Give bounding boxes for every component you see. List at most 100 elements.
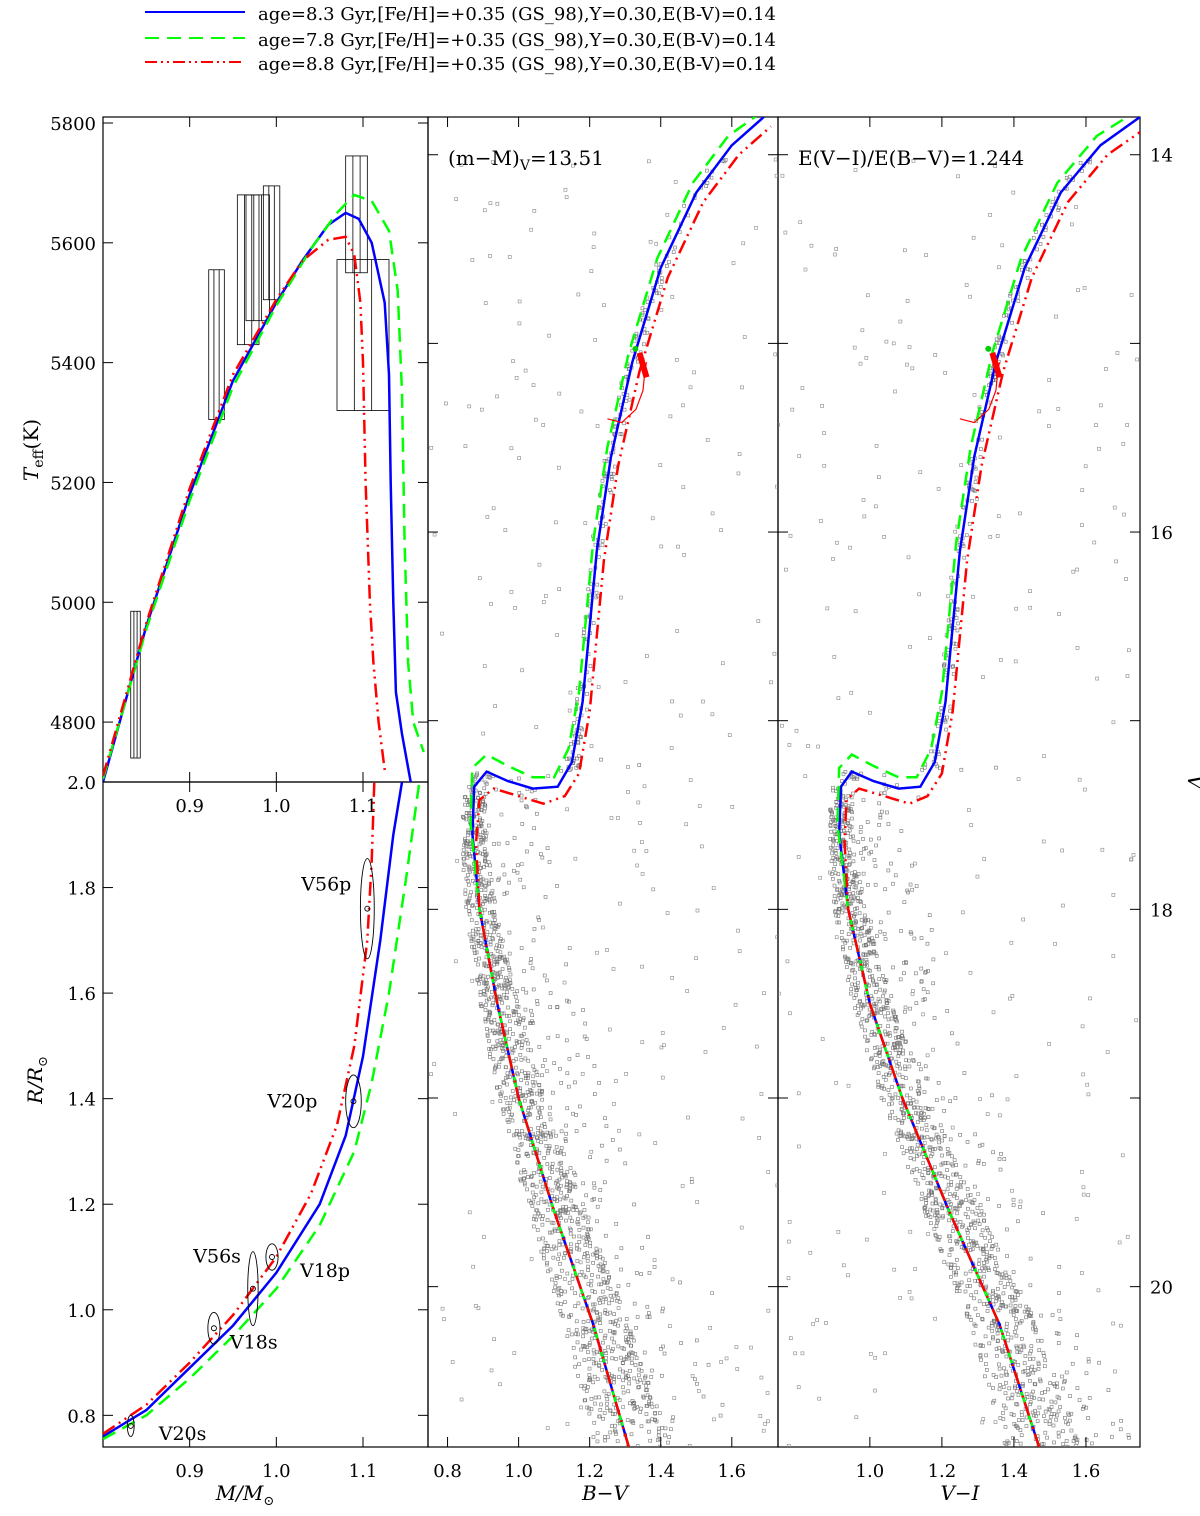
cluster-star-point <box>499 1093 503 1098</box>
legend: age=8.3 Gyr,[Fe/H]=+0.35 (GS_98),Y=0.30,… <box>145 4 776 75</box>
cluster-star-point <box>906 890 910 895</box>
cluster-star-point <box>830 851 834 856</box>
cluster-star-point <box>1041 1211 1045 1215</box>
radius-ytick-label: 0.8 <box>67 1406 96 1427</box>
cluster-star-point <box>602 1411 607 1415</box>
cluster-star-point <box>1084 1371 1089 1376</box>
cluster-star-point <box>583 1327 587 1332</box>
cluster-star-point <box>586 1235 591 1240</box>
cluster-star-point <box>505 1031 509 1036</box>
cluster-star-point <box>942 1260 947 1264</box>
field-star-point <box>736 471 741 476</box>
cluster-star-point <box>945 1152 950 1156</box>
cluster-star-point <box>1013 1304 1018 1308</box>
cluster-star-point <box>902 971 906 976</box>
giant-star-point <box>1035 247 1039 252</box>
cluster-star-point <box>584 1037 589 1041</box>
field-star-point <box>865 293 870 298</box>
cluster-star-point <box>977 1257 982 1262</box>
cluster-star-point <box>832 883 837 888</box>
cluster-star-point <box>932 1227 937 1231</box>
giant-star-point <box>600 539 605 543</box>
star-label: V20p <box>266 1090 317 1112</box>
cluster-star-point <box>983 1374 987 1379</box>
cluster-star-point <box>992 1319 997 1323</box>
cluster-star-point <box>509 1046 514 1051</box>
cluster-star-point <box>925 1181 930 1186</box>
cluster-star-point <box>876 965 881 969</box>
cluster-star-point <box>900 1145 904 1150</box>
cluster-star-point <box>492 1070 497 1075</box>
cluster-star-point <box>985 1250 989 1254</box>
giant-star-point <box>569 742 573 746</box>
cluster-star-point <box>520 1093 525 1098</box>
cluster-star-point <box>598 1358 603 1363</box>
cluster-star-point <box>1014 1321 1019 1326</box>
field-star-point <box>463 888 468 893</box>
cluster-star-point <box>1094 1433 1098 1438</box>
cluster-star-point <box>551 1289 556 1293</box>
giant-star-point <box>646 317 651 321</box>
cluster-star-point <box>476 962 480 967</box>
cluster-star-point <box>483 1017 488 1021</box>
cluster-star-point <box>1031 1356 1036 1361</box>
cluster-star-point <box>569 1198 574 1203</box>
field-star-point <box>1134 1018 1138 1023</box>
cluster-star-point <box>934 1224 939 1228</box>
cluster-star-point <box>594 1350 599 1354</box>
cluster-star-point <box>878 815 883 820</box>
cluster-star-point <box>476 850 481 854</box>
star-error-ellipse <box>126 1414 135 1437</box>
cluster-star-point <box>579 1347 583 1352</box>
cluster-star-point <box>854 959 859 964</box>
cluster-star-point <box>874 843 878 848</box>
field-star-point <box>758 1414 763 1418</box>
cluster-star-point <box>539 1134 543 1139</box>
field-star-point <box>1008 996 1012 1001</box>
cluster-star-point <box>852 970 857 975</box>
cluster-star-point <box>601 1268 606 1273</box>
cluster-star-point <box>592 1181 596 1186</box>
cluster-star-point <box>498 995 502 1000</box>
cluster-star-point <box>586 1350 590 1354</box>
cluster-star-point <box>626 1356 631 1361</box>
cluster-star-point <box>889 861 893 866</box>
cluster-star-point <box>524 1038 529 1042</box>
cluster-star-point <box>872 1045 877 1050</box>
cluster-star-point <box>630 1419 635 1423</box>
cluster-star-point <box>906 1165 910 1169</box>
cluster-star-point <box>599 757 603 762</box>
cluster-star-point <box>851 891 856 895</box>
cluster-star-point <box>507 1036 511 1041</box>
cluster-star-point <box>1056 1332 1061 1336</box>
field-star-point <box>578 1260 583 1265</box>
cluster-star-point <box>529 1175 533 1180</box>
cluster-star-point <box>1062 1380 1066 1385</box>
cluster-star-point <box>965 1312 970 1316</box>
field-star-point <box>710 1291 714 1295</box>
field-star-point <box>800 386 805 390</box>
cluster-star-point <box>579 1384 584 1388</box>
field-star-point <box>595 424 600 428</box>
cluster-star-point <box>959 1280 964 1285</box>
cluster-star-point <box>1010 1298 1015 1303</box>
field-star-point <box>865 1237 869 1242</box>
cluster-star-point <box>591 1308 595 1313</box>
field-star-point <box>975 874 980 879</box>
cluster-star-point <box>625 1326 629 1331</box>
cluster-star-point <box>853 976 857 981</box>
field-star-point <box>534 725 539 729</box>
cluster-star-point <box>848 851 852 855</box>
field-star-point <box>688 385 693 390</box>
cluster-star-point <box>904 1076 908 1080</box>
cluster-star-point <box>894 1059 899 1064</box>
field-star-point <box>1053 942 1057 946</box>
field-star-point <box>742 335 747 339</box>
cluster-star-point <box>856 895 860 900</box>
cluster-star-point <box>879 1096 884 1100</box>
cluster-star-point <box>599 1402 603 1407</box>
cluster-star-point <box>543 1137 548 1141</box>
field-star-point <box>1122 512 1126 517</box>
giant-star-point <box>929 749 933 754</box>
giant-star-point <box>659 276 664 280</box>
